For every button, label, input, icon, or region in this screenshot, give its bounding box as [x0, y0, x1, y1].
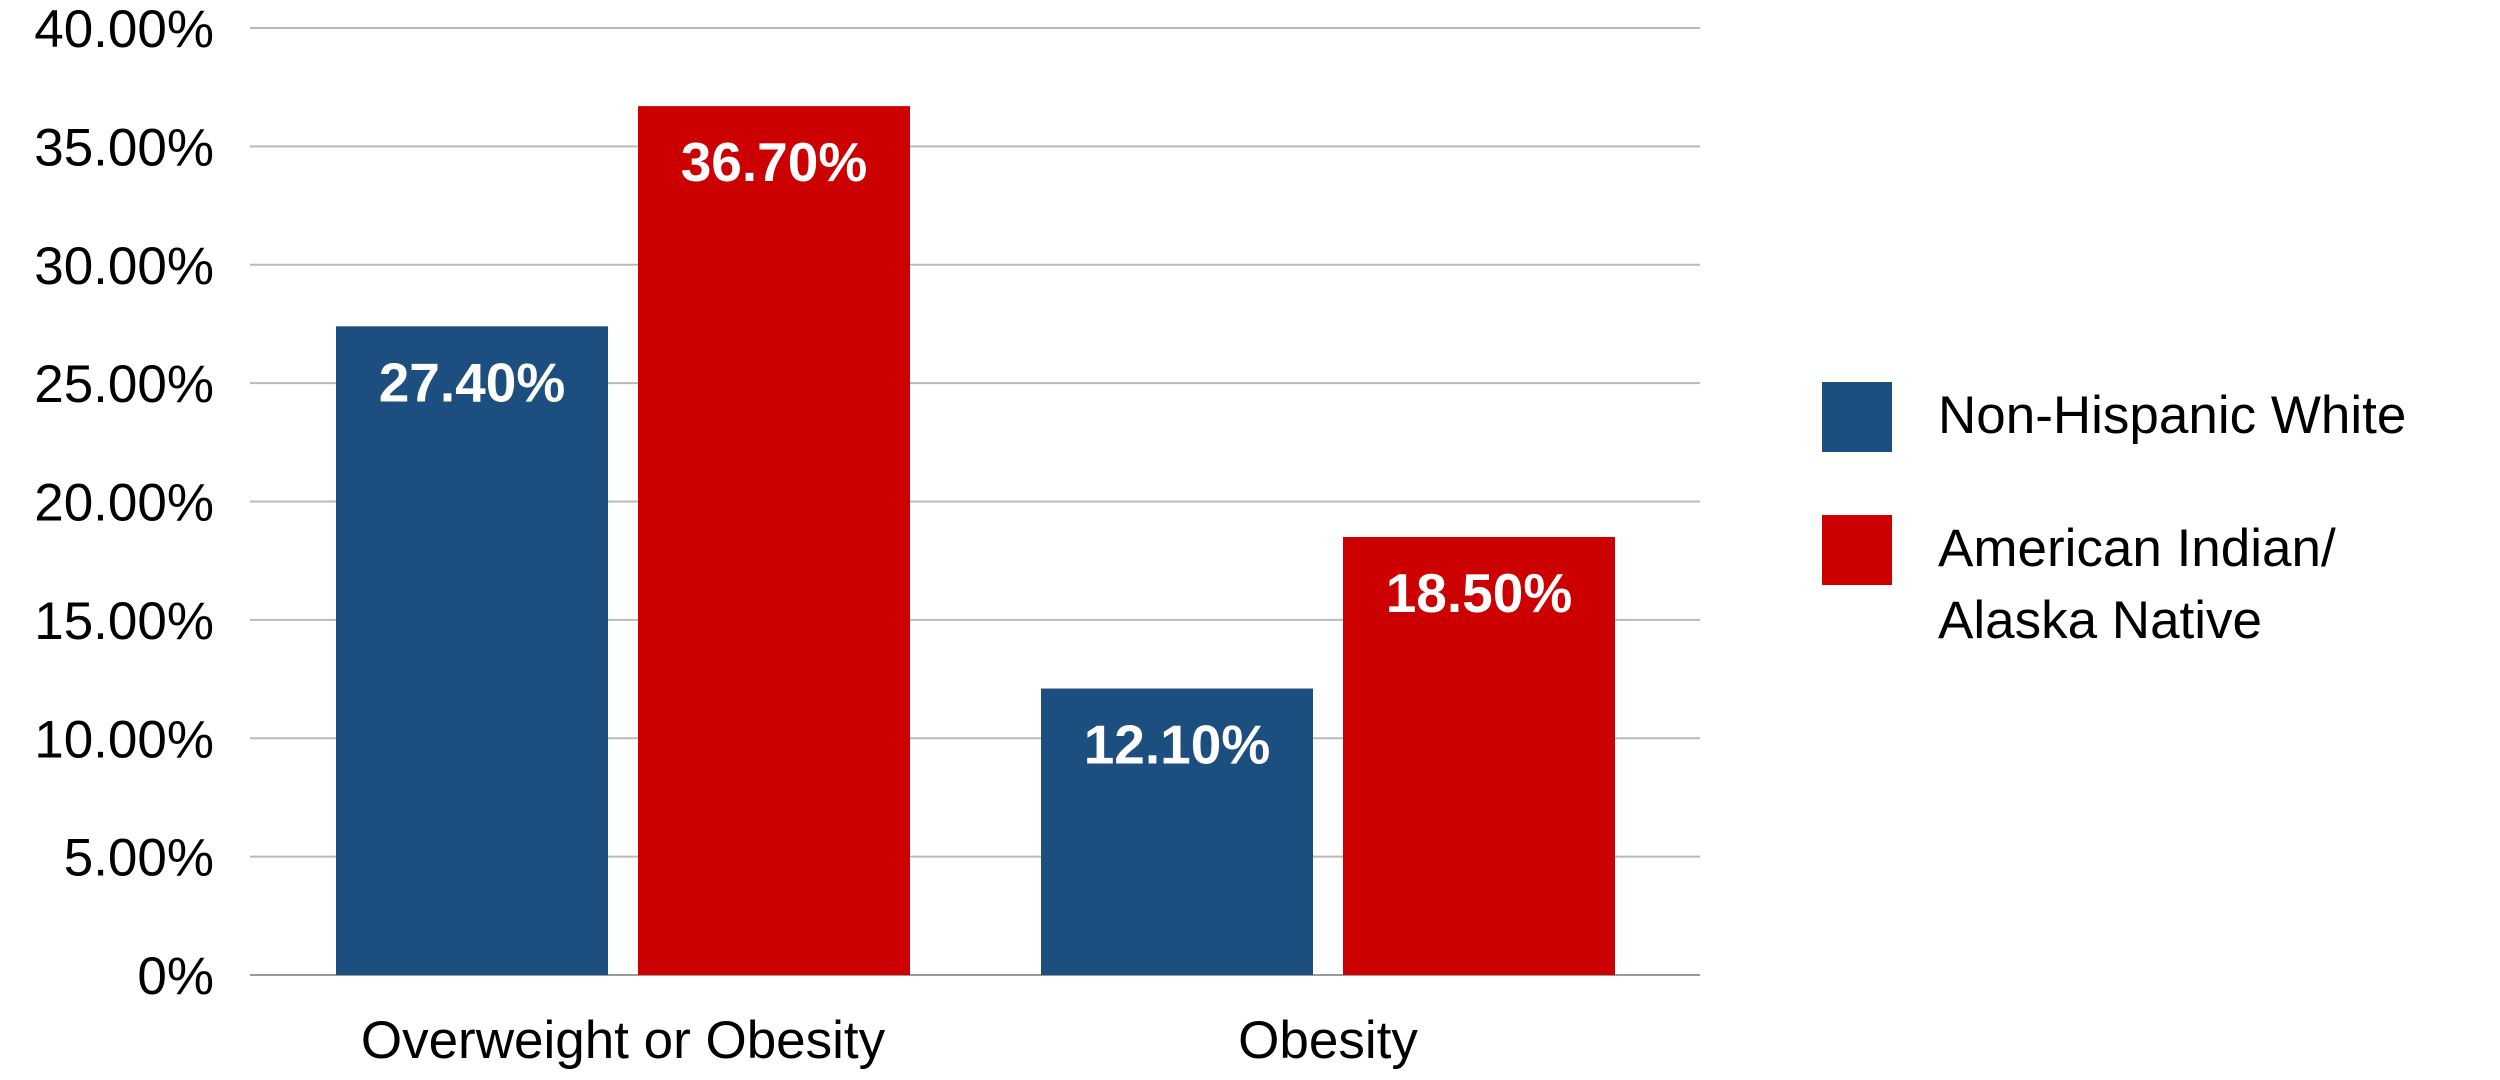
y-tick-label: 10.00%	[34, 710, 214, 769]
y-tick-label: 25.00%	[34, 355, 214, 414]
y-tick-label: 30.00%	[34, 237, 214, 296]
y-tick-label: 35.00%	[34, 118, 214, 177]
y-axis-tick-labels: 0% 5.00% 10.00% 15.00% 20.00% 25.00% 30.00% 35.…	[34, 0, 214, 1006]
y-tick-label: 40.00%	[34, 0, 214, 59]
bar-value-label: 27.40%	[379, 351, 566, 413]
legend: Non-Hispanic White American Indian/Alaska…	[1822, 382, 2406, 650]
y-tick-label: 5.00%	[64, 829, 214, 888]
x-axis-category-labels: Overweight or Obesity Obesity	[361, 1011, 1418, 1070]
y-tick-label: 15.00%	[34, 592, 214, 651]
x-category-label: Overweight or Obesity	[361, 1011, 886, 1070]
bar	[1041, 688, 1313, 975]
legend-label-line: Non-Hispanic White	[1938, 386, 2406, 445]
bar	[336, 326, 608, 975]
bar-value-label: 36.70%	[681, 131, 868, 193]
y-tick-label: 0%	[137, 947, 214, 1006]
legend-label: Non-Hispanic White	[1938, 386, 2406, 445]
bar	[1343, 537, 1615, 975]
bar	[638, 106, 910, 975]
bar-value-label: 18.50%	[1386, 562, 1573, 624]
legend-label: American Indian/Alaska Native	[1938, 519, 2336, 650]
data-labels: 27.40% 36.70% 12.10% 18.50%	[379, 131, 1573, 775]
bar-value-label: 12.10%	[1084, 714, 1271, 776]
x-category-label: Obesity	[1238, 1011, 1418, 1070]
legend-label-line: American Indian/	[1938, 519, 2336, 578]
bars	[336, 106, 1615, 975]
legend-label-line: Alaska Native	[1938, 591, 2262, 650]
y-tick-label: 20.00%	[34, 474, 214, 533]
legend-swatch	[1822, 382, 1892, 452]
legend-swatch	[1822, 515, 1892, 585]
